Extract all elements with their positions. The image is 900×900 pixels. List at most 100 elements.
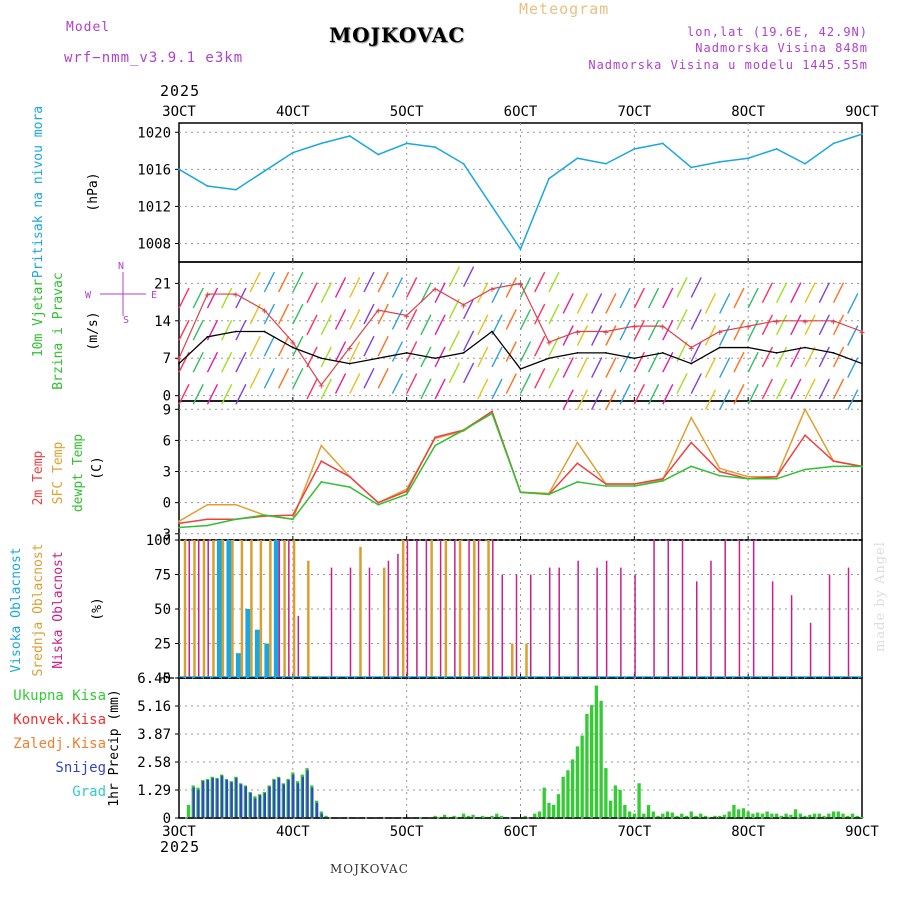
wind-direction-barb bbox=[235, 383, 247, 405]
precip-bar-snow bbox=[268, 786, 271, 818]
cloud-bar-high bbox=[245, 609, 251, 678]
dewpt-temp-line-point bbox=[576, 481, 579, 483]
dewpt-temp-line-point bbox=[747, 477, 750, 480]
cloud-bar-low bbox=[577, 560, 579, 678]
precip-bar-snow bbox=[277, 777, 281, 818]
precip-bar-snow bbox=[306, 770, 309, 818]
wind-direction-barb bbox=[548, 271, 560, 293]
wind-direction-barb bbox=[491, 282, 503, 304]
wind-direction-barb bbox=[320, 282, 332, 304]
cloud-bar-mid bbox=[202, 540, 206, 678]
wind-direction-barb bbox=[633, 383, 645, 405]
pressure-axis-title: Pritisak na nivou mora bbox=[31, 106, 46, 278]
precip-bar-total bbox=[699, 813, 703, 818]
cloud-bar-low bbox=[439, 540, 442, 678]
wind-direction-barb bbox=[192, 351, 204, 373]
y-tick-label-clouds: 100 bbox=[146, 533, 171, 549]
temp-axis-title-2: SFC Temp bbox=[51, 442, 66, 505]
precip-bar-total bbox=[646, 804, 651, 818]
wind-direction-marker: + bbox=[204, 290, 210, 301]
wind-direction-barb bbox=[605, 325, 617, 346]
altitude-label: Nadmorska Visina 848m bbox=[695, 41, 868, 55]
wind-direction-barb bbox=[719, 325, 731, 346]
cloud-axis-title-low: Niska Oblacnost bbox=[51, 551, 66, 668]
dewpt-temp-line-point bbox=[861, 465, 863, 468]
page-title: MOJKOVAC bbox=[329, 23, 466, 47]
precip-bar-total bbox=[689, 811, 693, 818]
temp-unit: (C) bbox=[90, 456, 105, 479]
wind-direction-barb bbox=[178, 319, 190, 341]
panel-frame-temperature bbox=[178, 400, 863, 541]
cloud-bar-low bbox=[387, 560, 390, 678]
precip-bar-total bbox=[589, 705, 594, 818]
wind-direction-barb bbox=[420, 314, 432, 336]
wind-speed-line-point bbox=[775, 351, 778, 354]
precip-bar-total bbox=[480, 815, 485, 818]
wind-direction-barb bbox=[277, 303, 290, 325]
temp-2m-line-point bbox=[206, 518, 209, 521]
precip-bar-total bbox=[779, 815, 784, 818]
y-tick-label-precipitation: 5.16 bbox=[137, 699, 171, 715]
wind-direction-barb bbox=[306, 314, 318, 336]
wind-direction-line-point bbox=[804, 319, 806, 322]
y-tick-label-wind: 7 bbox=[163, 351, 171, 367]
panel-frame-pressure bbox=[178, 122, 863, 263]
dewpt-temp-line-point bbox=[832, 465, 835, 468]
precip-bar-total bbox=[461, 813, 466, 818]
cloud-bar-mid bbox=[401, 540, 405, 678]
wind-direction-marker: + bbox=[233, 290, 239, 301]
wind-direction-marker: + bbox=[631, 322, 637, 333]
dewpt-temp-line-point bbox=[633, 485, 636, 487]
cloud-bar-low bbox=[278, 540, 281, 678]
wind-direction-barb bbox=[377, 335, 389, 357]
precip-bar-snow bbox=[320, 813, 323, 818]
precip-bar-snow bbox=[282, 784, 286, 818]
wind-direction-barb bbox=[491, 314, 503, 336]
wind-direction-barb bbox=[391, 341, 404, 362]
year-bottom: 2025 bbox=[160, 838, 201, 856]
precip-bar-total bbox=[713, 815, 717, 818]
wind-direction-line-point bbox=[235, 293, 237, 295]
precip-bar-total bbox=[675, 815, 679, 818]
x-tick-label-bottom: 3OCT bbox=[162, 824, 196, 840]
wind-direction-barb bbox=[349, 277, 361, 298]
wind-direction-line-point bbox=[604, 330, 607, 333]
precip-bar-total bbox=[808, 814, 812, 818]
wind-speed-line-point bbox=[405, 351, 408, 354]
cloud-bar-mid bbox=[487, 540, 490, 678]
y-tick-label-clouds: 0 bbox=[163, 671, 171, 687]
wind-direction-barb bbox=[406, 373, 418, 394]
wind-direction-marker: + bbox=[461, 301, 467, 312]
dir-legend-n: N bbox=[118, 261, 124, 272]
cloud-bar-low bbox=[681, 540, 684, 678]
dewpt-temp-line-point bbox=[434, 444, 437, 447]
pressure-line-point bbox=[775, 148, 778, 150]
precip-bar-total bbox=[585, 713, 589, 818]
y-tick-label-temperature: 6 bbox=[163, 433, 171, 449]
wind-direction-barb bbox=[505, 309, 517, 330]
wind-direction-barb bbox=[434, 282, 446, 304]
temp-2m-line-point bbox=[405, 490, 408, 493]
temp-axis-title: 2m Temp bbox=[31, 450, 46, 505]
wind-direction-barb bbox=[719, 357, 731, 378]
year-top: 2025 bbox=[160, 82, 201, 100]
wind-direction-line-point bbox=[320, 384, 323, 386]
y-tick-label-pressure: 1016 bbox=[137, 162, 171, 178]
precip-bar-snow bbox=[216, 778, 219, 818]
pressure-line-point bbox=[348, 135, 351, 137]
wind-direction-barb bbox=[221, 319, 233, 341]
wind-speed-line-point bbox=[377, 357, 380, 360]
precip-bar-total bbox=[836, 811, 840, 818]
wind-direction-barb bbox=[591, 325, 603, 346]
temp-2m-line-point bbox=[633, 483, 636, 485]
cloud-bar-mid bbox=[307, 560, 310, 678]
cloud-bar-low bbox=[197, 540, 200, 678]
wind-direction-barb bbox=[434, 314, 446, 336]
y-tick-label-precipitation: 3.87 bbox=[137, 727, 171, 743]
temp-2m-line-point bbox=[178, 522, 180, 525]
wind-direction-marker: + bbox=[546, 338, 552, 349]
temp-2m-line-point bbox=[348, 475, 351, 478]
y-tick-label-temperature: 0 bbox=[163, 496, 171, 512]
wind-direction-barb bbox=[847, 389, 859, 410]
